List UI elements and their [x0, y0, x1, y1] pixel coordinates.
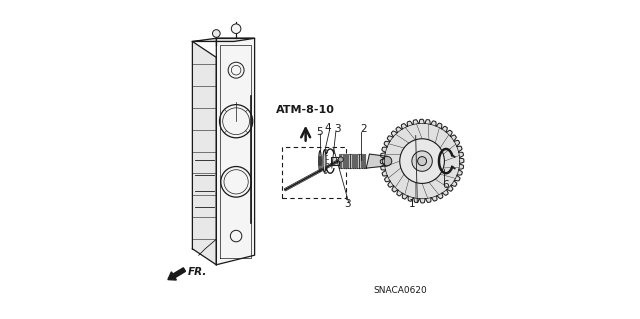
Polygon shape: [357, 154, 358, 168]
Circle shape: [338, 157, 343, 162]
Polygon shape: [339, 154, 340, 168]
Polygon shape: [351, 154, 352, 168]
Text: 1: 1: [409, 199, 416, 209]
FancyArrow shape: [168, 268, 186, 280]
Polygon shape: [355, 154, 356, 168]
Polygon shape: [341, 154, 343, 168]
Polygon shape: [346, 154, 348, 168]
Polygon shape: [344, 154, 345, 168]
Circle shape: [412, 151, 432, 171]
Text: FR.: FR.: [188, 267, 207, 277]
Circle shape: [400, 139, 444, 183]
Text: 2: 2: [360, 124, 366, 134]
Circle shape: [382, 156, 392, 166]
Bar: [282, 147, 346, 198]
Text: 6: 6: [443, 180, 449, 190]
Polygon shape: [331, 157, 339, 165]
Text: SNACA0620: SNACA0620: [373, 286, 427, 295]
Polygon shape: [364, 154, 365, 168]
Polygon shape: [348, 154, 349, 168]
Circle shape: [212, 30, 220, 37]
Polygon shape: [216, 38, 255, 265]
Circle shape: [418, 157, 426, 166]
Text: 3: 3: [344, 199, 351, 209]
Polygon shape: [193, 38, 255, 41]
Text: 3: 3: [334, 124, 341, 134]
Ellipse shape: [323, 150, 326, 172]
Polygon shape: [366, 154, 387, 168]
Circle shape: [231, 24, 241, 33]
Polygon shape: [380, 119, 464, 203]
Text: 5: 5: [316, 127, 323, 137]
Polygon shape: [193, 41, 216, 265]
Text: 4: 4: [324, 122, 332, 133]
Ellipse shape: [319, 151, 321, 172]
Polygon shape: [362, 154, 363, 168]
Polygon shape: [360, 154, 361, 168]
Text: ATM-8-10: ATM-8-10: [276, 105, 335, 115]
Polygon shape: [353, 154, 354, 168]
